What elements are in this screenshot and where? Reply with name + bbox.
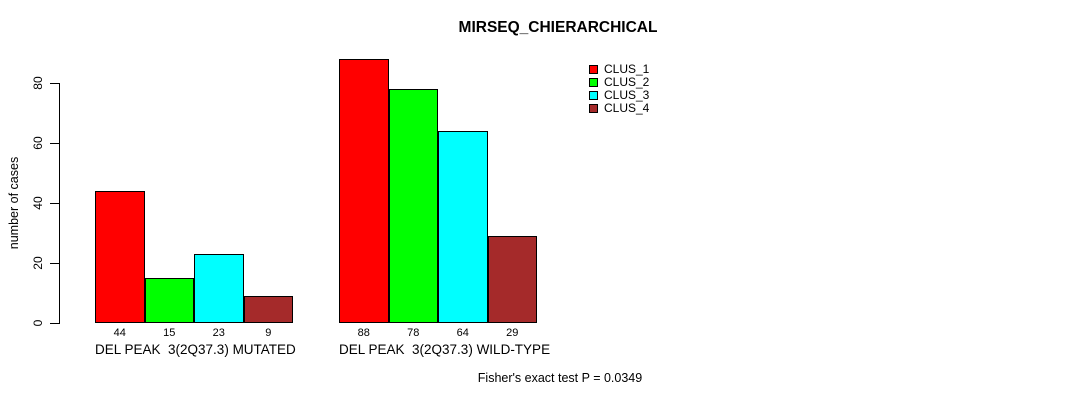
y-tick-label: 60 xyxy=(31,136,45,150)
legend-swatch xyxy=(589,65,598,74)
legend-label: CLUS_2 xyxy=(604,75,650,89)
legend: CLUS_1 CLUS_2 CLUS_3 CLUS_4 xyxy=(589,63,649,115)
bar-value-label: 44 xyxy=(113,327,126,339)
legend-item-clus_4: CLUS_4 xyxy=(589,102,649,115)
bar-value-label: 23 xyxy=(212,327,225,339)
x-category-label: DEL PEAK 3(2Q37.3) WILD-TYPE xyxy=(339,342,551,357)
bar-clus_4 xyxy=(243,296,293,323)
y-tick-label: 80 xyxy=(31,76,45,90)
legend-swatch xyxy=(589,91,598,100)
bar-value-label: 15 xyxy=(163,327,176,339)
legend-item-clus_1: CLUS_1 xyxy=(589,63,649,76)
y-tick-label: 20 xyxy=(31,256,45,270)
y-tick-mark xyxy=(50,83,59,84)
bar-clus_1 xyxy=(95,191,145,323)
bar-clus_4 xyxy=(487,236,537,323)
bar-value-label: 78 xyxy=(407,327,420,339)
bar-clus_1 xyxy=(339,59,389,323)
y-tick-mark xyxy=(50,263,59,264)
legend-label: CLUS_1 xyxy=(604,62,650,76)
chart-title: MIRSEQ_CHIERARCHICAL xyxy=(458,19,658,36)
fisher-test-annotation: Fisher's exact test P = 0.0349 xyxy=(477,371,643,385)
y-tick-mark xyxy=(50,143,59,144)
legend-item-clus_2: CLUS_2 xyxy=(589,76,649,89)
bar-value-label: 88 xyxy=(357,327,370,339)
y-tick-mark xyxy=(50,323,59,324)
legend-label: CLUS_4 xyxy=(604,101,650,115)
x-category-label: DEL PEAK 3(2Q37.3) MUTATED xyxy=(95,342,296,357)
legend-swatch xyxy=(589,104,598,113)
bar-value-label: 64 xyxy=(456,327,469,339)
y-tick-mark xyxy=(50,203,59,204)
bar-value-label: 9 xyxy=(265,327,272,339)
bar-clus_2 xyxy=(388,89,438,323)
bar-value-label: 29 xyxy=(506,327,519,339)
y-tick-label: 40 xyxy=(31,196,45,210)
bar-clus_2 xyxy=(144,278,194,323)
bar-clus_3 xyxy=(438,131,488,323)
y-axis-line xyxy=(59,83,60,324)
legend-swatch xyxy=(589,78,598,87)
legend-item-clus_3: CLUS_3 xyxy=(589,89,649,102)
legend-label: CLUS_3 xyxy=(604,88,650,102)
bar-clus_3 xyxy=(194,254,244,323)
y-axis-title: number of cases xyxy=(7,156,21,250)
y-tick-label: 0 xyxy=(31,319,45,327)
